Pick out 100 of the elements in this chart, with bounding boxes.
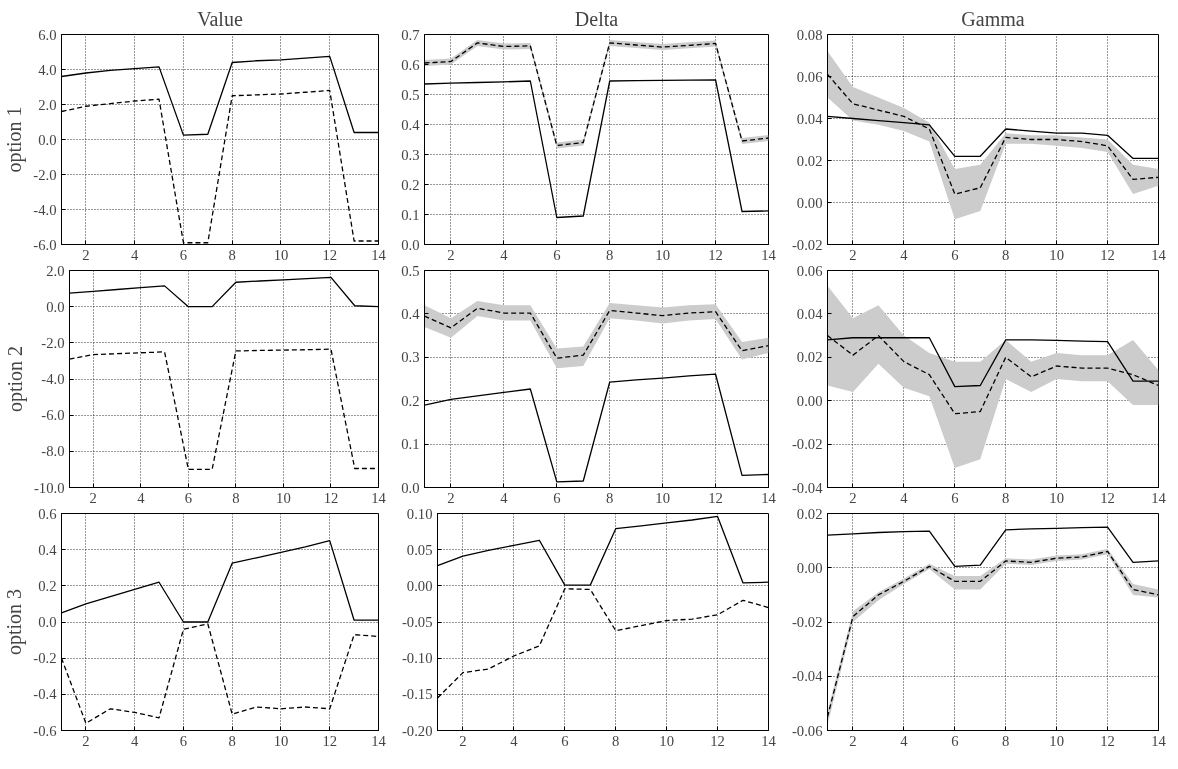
y-tick-label: 0.2 bbox=[401, 392, 420, 409]
y-tick-label: -0.04 bbox=[791, 668, 824, 685]
x-tick-label: 4 bbox=[900, 489, 909, 506]
y-tick-label: -0.05 bbox=[401, 614, 433, 630]
x-tick-label: 4 bbox=[500, 489, 509, 506]
x-tick-label: 14 bbox=[1151, 246, 1167, 263]
x-tick-label: 8 bbox=[228, 732, 236, 749]
x-tick-label: 12 bbox=[708, 246, 723, 263]
y-tick-label: 0.00 bbox=[406, 577, 433, 594]
x-tick-label: 12 bbox=[1100, 489, 1115, 506]
y-tick-label: -0.02 bbox=[791, 614, 823, 630]
x-tick-label: 12 bbox=[710, 732, 725, 749]
x-tick-label: 10 bbox=[1049, 732, 1064, 749]
x-tick-label: 14 bbox=[371, 489, 387, 506]
x-tick-label: 8 bbox=[228, 246, 236, 263]
y-tick-label: -0.04 bbox=[791, 479, 824, 496]
y-tick-label: 4.0 bbox=[38, 61, 57, 78]
y-tick-label: 0.10 bbox=[406, 505, 433, 522]
y-tick-label: 0.00 bbox=[796, 559, 823, 576]
x-tick-label: 6 bbox=[184, 489, 193, 506]
x-tick-label: 6 bbox=[179, 246, 188, 263]
y-tick-label: 0.2 bbox=[401, 176, 420, 193]
y-tick-label: -6.0 bbox=[41, 407, 65, 424]
chart-title: Value bbox=[197, 7, 243, 30]
y-tick-label: 0.04 bbox=[796, 305, 824, 322]
x-tick-label: 6 bbox=[553, 489, 561, 506]
x-tick-label: 10 bbox=[1049, 489, 1064, 506]
x-tick-label: 14 bbox=[371, 246, 387, 263]
y-tick-label: -0.6 bbox=[33, 722, 57, 739]
y-tick-label: 0.05 bbox=[406, 541, 433, 558]
x-tick-label: 12 bbox=[1100, 732, 1115, 749]
x-tick-label: 10 bbox=[276, 489, 291, 506]
y-tick-label: 0.0 bbox=[401, 236, 420, 253]
y-tick-label: -4.0 bbox=[33, 201, 57, 218]
x-tick-label: 14 bbox=[761, 246, 777, 263]
x-tick-label: 6 bbox=[561, 732, 569, 749]
y-tick-label: 0.00 bbox=[796, 194, 823, 211]
y-tick-label: 0.0 bbox=[38, 131, 57, 148]
x-tick-label: 6 bbox=[951, 489, 959, 506]
y-tick-label: 0.4 bbox=[401, 116, 421, 133]
x-tick-label: 6 bbox=[951, 732, 959, 749]
y-tick-label: 0.5 bbox=[401, 262, 420, 279]
x-tick-label: 12 bbox=[1100, 246, 1115, 263]
x-tick-label: 2 bbox=[447, 489, 455, 506]
y-tick-label: 2.0 bbox=[46, 262, 65, 279]
y-tick-label: 6.0 bbox=[38, 26, 57, 43]
y-tick-label: 0.0 bbox=[38, 614, 57, 630]
y-tick-label: 0.02 bbox=[796, 349, 823, 366]
y-axis-title: option 3 bbox=[3, 588, 27, 656]
y-tick-label: -4.0 bbox=[41, 371, 65, 387]
x-tick-label: 4 bbox=[900, 732, 909, 749]
x-tick-label: 8 bbox=[1002, 246, 1010, 263]
x-tick-label: 10 bbox=[655, 489, 670, 506]
x-tick-label: 8 bbox=[1002, 732, 1010, 749]
x-tick-label: 2 bbox=[849, 732, 857, 749]
y-tick-label: 0.7 bbox=[401, 26, 420, 43]
x-tick-label: 12 bbox=[322, 246, 338, 263]
y-tick-label: -0.20 bbox=[401, 722, 433, 739]
x-tick-label: 8 bbox=[606, 246, 614, 263]
x-tick-label: 14 bbox=[1151, 489, 1167, 506]
y-tick-label: 0.0 bbox=[401, 479, 420, 496]
x-tick-label: 14 bbox=[761, 732, 777, 749]
x-tick-label: 6 bbox=[951, 246, 959, 263]
x-tick-label: 2 bbox=[89, 489, 97, 506]
x-tick-label: 8 bbox=[606, 489, 614, 506]
x-tick-label: 4 bbox=[900, 246, 909, 263]
x-tick-label: 4 bbox=[510, 732, 519, 749]
y-axis-title: option 1 bbox=[3, 106, 27, 173]
y-tick-label: 0.00 bbox=[796, 392, 823, 409]
y-tick-label: -6.0 bbox=[33, 236, 57, 253]
x-tick-label: 10 bbox=[655, 246, 670, 263]
x-tick-label: 14 bbox=[371, 732, 387, 749]
x-tick-label: 2 bbox=[849, 246, 857, 263]
y-tick-label: 0.3 bbox=[401, 146, 420, 163]
y-tick-label: 0.0 bbox=[46, 298, 65, 315]
y-tick-label: 0.1 bbox=[401, 436, 420, 453]
x-tick-label: 2 bbox=[849, 489, 857, 506]
y-tick-label: -8.0 bbox=[41, 443, 65, 460]
y-tick-label: -0.02 bbox=[791, 436, 823, 453]
y-tick-label: -0.4 bbox=[33, 686, 58, 703]
x-tick-label: 8 bbox=[232, 489, 240, 506]
y-tick-label: -0.02 bbox=[791, 236, 823, 253]
x-tick-label: 12 bbox=[322, 732, 338, 749]
x-tick-label: 10 bbox=[1049, 246, 1064, 263]
x-tick-label: 4 bbox=[130, 732, 139, 749]
x-tick-label: 6 bbox=[179, 732, 188, 749]
y-tick-label: -0.15 bbox=[401, 686, 433, 703]
y-tick-label: 0.4 bbox=[401, 305, 421, 322]
x-tick-label: 10 bbox=[659, 732, 674, 749]
chart-title: Gamma bbox=[961, 7, 1025, 30]
x-tick-label: 12 bbox=[323, 489, 339, 506]
x-tick-label: 12 bbox=[708, 489, 723, 506]
y-tick-label: 0.1 bbox=[401, 206, 420, 223]
x-tick-label: 2 bbox=[82, 732, 90, 749]
y-tick-label: 0.02 bbox=[796, 505, 823, 522]
x-tick-label: 14 bbox=[1151, 732, 1167, 749]
y-axis-title: option 2 bbox=[3, 345, 27, 413]
x-tick-label: 6 bbox=[553, 246, 561, 263]
y-tick-label: 0.5 bbox=[401, 86, 420, 103]
y-tick-label: 0.3 bbox=[401, 349, 420, 366]
